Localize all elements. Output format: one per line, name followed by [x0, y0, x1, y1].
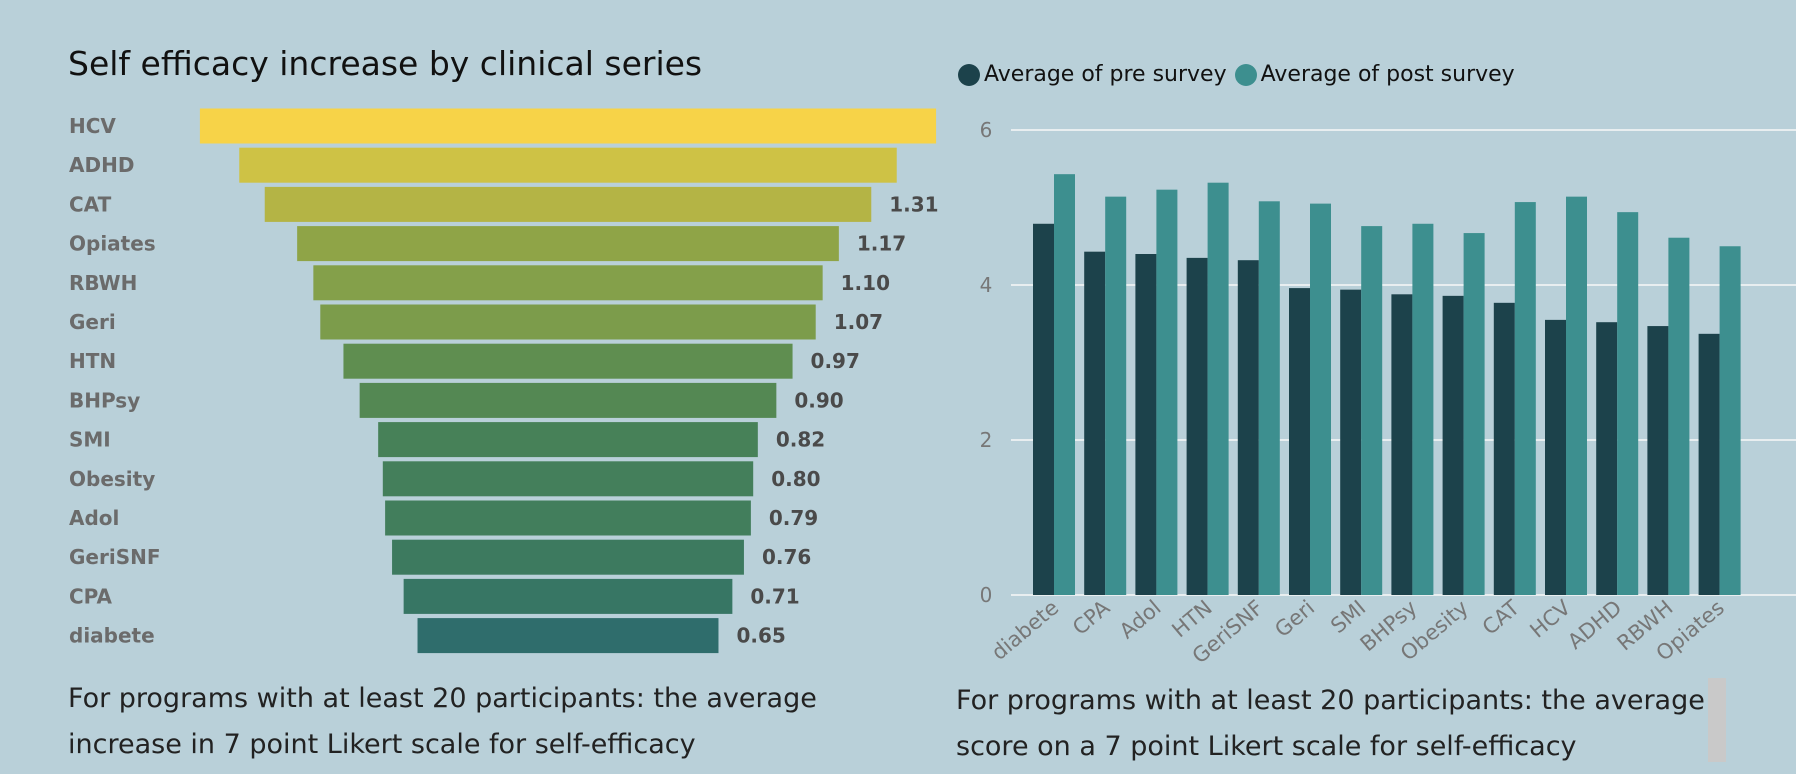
- legend-pre-marker-icon: [958, 63, 980, 86]
- funnel-value-label: 0.65: [736, 624, 785, 648]
- funnel-value-label: 0.79: [769, 506, 818, 530]
- pre-survey-bar[interactable]: [1340, 289, 1362, 595]
- funnel-value-label: 1.17: [857, 232, 906, 256]
- funnel-category-label: Obesity: [69, 467, 155, 491]
- funnel-bar[interactable]: [239, 147, 897, 183]
- funnel-value-label: 0.97: [811, 349, 860, 373]
- post-survey-bar[interactable]: [1463, 233, 1485, 595]
- post-survey-bar[interactable]: [1566, 196, 1587, 595]
- funnel-category-label: BHPsy: [69, 388, 140, 412]
- post-survey-bar[interactable]: [1361, 226, 1383, 595]
- funnel-value-label: 0.71: [750, 584, 799, 608]
- scrollbar[interactable]: [1708, 678, 1726, 762]
- funnel-bar[interactable]: [199, 108, 937, 144]
- post-survey-bar[interactable]: [1668, 237, 1690, 595]
- pre-survey-bar[interactable]: [1698, 333, 1720, 595]
- post-survey-bar[interactable]: [1054, 174, 1075, 596]
- bar-caption-line: score on a 7 point Likert scale for self…: [956, 731, 1577, 762]
- x-tick-label: Adol: [1115, 595, 1166, 643]
- funnel-value-label: 0.90: [794, 388, 843, 412]
- y-tick-label: 0: [980, 583, 993, 607]
- y-tick-label: 6: [980, 118, 993, 142]
- funnel-caption: For programs with at least 20 participan…: [68, 676, 817, 768]
- x-tick-label: ADHD: [1563, 595, 1626, 654]
- y-tick-label: 2: [980, 428, 993, 452]
- x-tick-label: CPA: [1068, 595, 1115, 640]
- funnel-value-label: 0.76: [762, 545, 811, 569]
- pre-survey-bar[interactable]: [1033, 223, 1054, 595]
- post-survey-bar[interactable]: [1617, 212, 1639, 595]
- legend-pre-label: Average of pre survey: [984, 62, 1227, 87]
- post-survey-bar[interactable]: [1156, 189, 1178, 596]
- post-survey-bar[interactable]: [1719, 246, 1741, 595]
- funnel-value-label: 0.82: [776, 428, 825, 452]
- funnel-chart: HCV ADHD CAT 1.31 Opiates 1.17 RBWH 1.10 Geri 1.0…: [69, 108, 939, 654]
- funnel-category-label: Geri: [69, 310, 116, 334]
- pre-survey-bar[interactable]: [1596, 322, 1618, 595]
- funnel-value-label: 0.80: [771, 467, 820, 491]
- funnel-category-label: HTN: [69, 349, 116, 373]
- post-survey-bar[interactable]: [1514, 202, 1536, 595]
- post-survey-bar[interactable]: [1412, 223, 1434, 595]
- funnel-category-label: HCV: [69, 114, 116, 138]
- funnel-bar[interactable]: [264, 186, 872, 222]
- pre-survey-bar[interactable]: [1289, 288, 1310, 595]
- funnel-category-label: GeriSNF: [69, 545, 161, 569]
- y-tick-label: 4: [980, 273, 993, 297]
- funnel-bar[interactable]: [392, 539, 744, 575]
- pre-survey-bar[interactable]: [1442, 295, 1464, 595]
- pre-survey-bar[interactable]: [1186, 257, 1208, 595]
- funnel-bar[interactable]: [320, 304, 816, 340]
- legend-post-marker-icon: [1234, 63, 1257, 86]
- funnel-bar[interactable]: [417, 618, 719, 654]
- funnel-category-label: CPA: [69, 584, 113, 608]
- funnel-value-label: 1.07: [834, 310, 883, 334]
- funnel-value-label: 1.31: [889, 192, 938, 216]
- funnel-bar[interactable]: [385, 500, 751, 536]
- funnel-chart-title: Self efficacy increase by clinical serie…: [68, 44, 703, 83]
- funnel-bar[interactable]: [297, 226, 839, 262]
- pre-survey-bar[interactable]: [1237, 260, 1259, 595]
- post-survey-bar[interactable]: [1105, 196, 1127, 595]
- legend-item-post[interactable]: Average of post survey: [1234, 62, 1515, 87]
- legend: Average of pre survey Average of post su…: [958, 62, 1523, 87]
- funnel-category-label: SMI: [69, 428, 111, 452]
- legend-item-pre[interactable]: Average of pre survey: [958, 62, 1227, 87]
- pre-survey-bar[interactable]: [1084, 251, 1106, 596]
- bar-caption-line: For programs with at least 20 participan…: [956, 685, 1705, 716]
- x-tick-label: diabete: [987, 595, 1063, 664]
- funnel-category-label: diabete: [69, 624, 155, 648]
- x-tick-label: Geri: [1270, 595, 1319, 641]
- funnel-bar[interactable]: [378, 422, 758, 458]
- funnel-category-label: CAT: [69, 192, 112, 216]
- pre-survey-bar[interactable]: [1647, 326, 1669, 595]
- pre-survey-bar[interactable]: [1391, 294, 1413, 595]
- post-survey-bar[interactable]: [1310, 203, 1331, 595]
- funnel-value-label: 1.10: [841, 271, 890, 295]
- funnel-category-label: ADHD: [69, 153, 134, 177]
- bar-caption: For programs with at least 20 participan…: [956, 678, 1705, 770]
- post-survey-bar[interactable]: [1207, 182, 1229, 595]
- funnel-bar[interactable]: [313, 265, 823, 301]
- funnel-bar[interactable]: [403, 578, 733, 614]
- funnel-bar[interactable]: [382, 461, 754, 497]
- pre-survey-bar[interactable]: [1545, 319, 1566, 595]
- legend-post-label: Average of post survey: [1260, 62, 1515, 87]
- funnel-caption-line: For programs with at least 20 participan…: [68, 683, 817, 714]
- pre-survey-bar[interactable]: [1493, 302, 1515, 595]
- x-tick-label: CAT: [1478, 595, 1524, 639]
- pre-survey-bar[interactable]: [1135, 254, 1157, 595]
- funnel-category-label: Adol: [69, 506, 119, 530]
- funnel-caption-line: increase in 7 point Likert scale for sel…: [68, 729, 696, 760]
- funnel-bar[interactable]: [359, 382, 777, 418]
- funnel-category-label: RBWH: [69, 271, 137, 295]
- funnel-category-label: Opiates: [69, 232, 156, 256]
- funnel-bar[interactable]: [343, 343, 793, 379]
- post-survey-bar[interactable]: [1258, 201, 1280, 596]
